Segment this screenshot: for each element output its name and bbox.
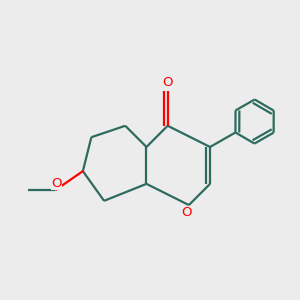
Text: O: O <box>51 176 62 190</box>
Text: O: O <box>162 76 173 89</box>
Text: O: O <box>181 206 192 219</box>
